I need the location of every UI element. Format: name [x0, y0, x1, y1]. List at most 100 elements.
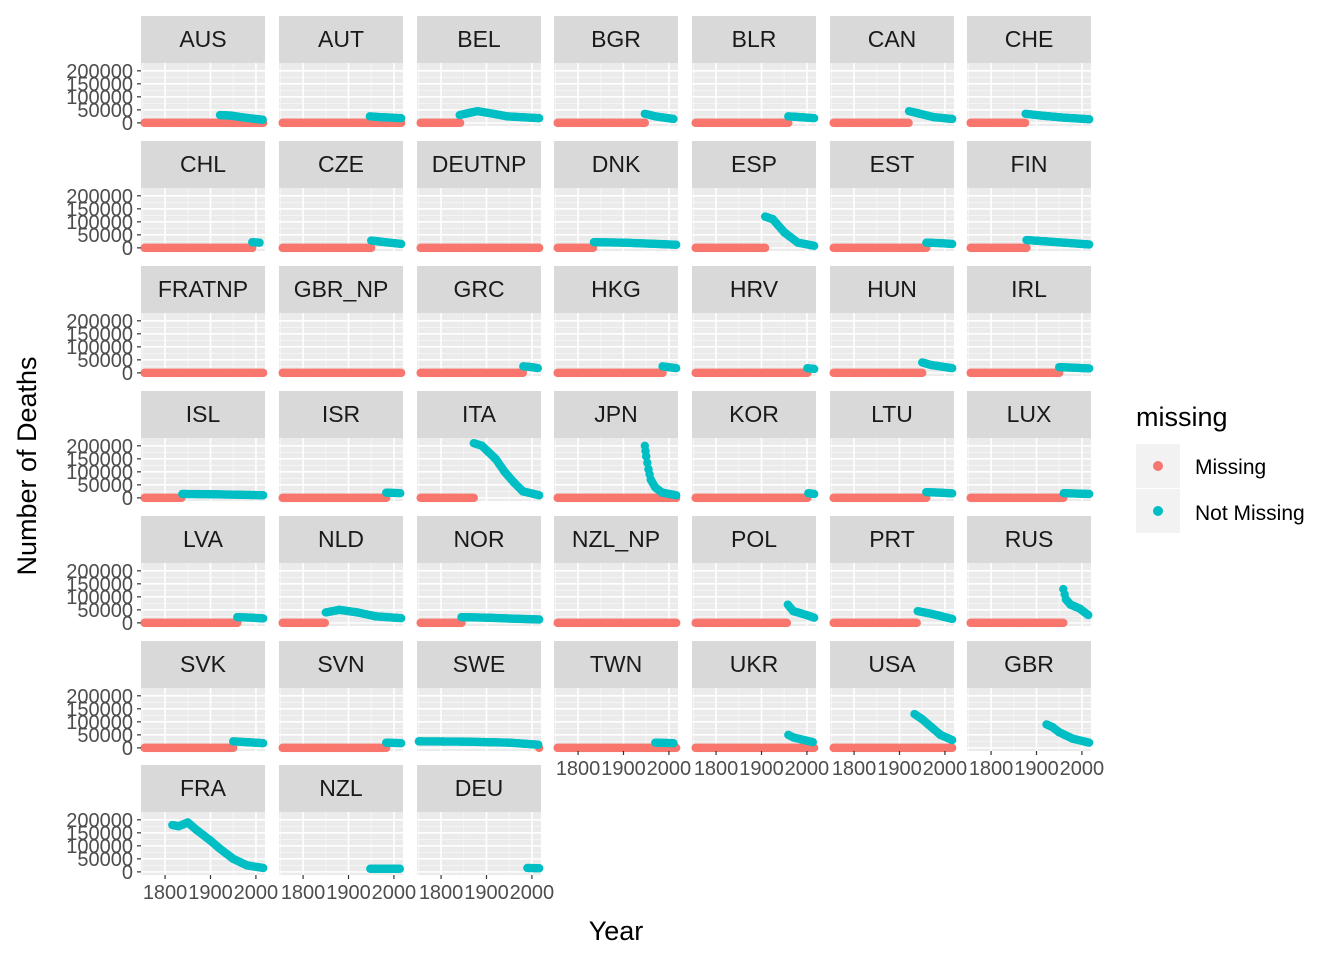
facet-strip [692, 16, 816, 63]
y-tick-label: 0 [122, 363, 133, 385]
point-not-missing [671, 491, 681, 500]
point-missing [320, 618, 330, 628]
y-tick-label: 200000 [66, 61, 133, 83]
facet-strip-label: FRA [180, 775, 227, 801]
facet-panel-blr: BLR [691, 16, 819, 128]
facet-panel-fin: FIN [966, 141, 1094, 253]
y-tick-label: 100000 [66, 337, 133, 359]
y-tick-label: 150000 [66, 74, 133, 96]
facet-panel-ukr: UKR 1800 1900 2000 [691, 641, 829, 780]
y-tick-label: 200000 [66, 311, 133, 333]
point-not-missing [669, 114, 678, 124]
facet-panel-ltu: LTU [829, 391, 957, 503]
facet-panel-est: EST [829, 141, 957, 253]
facet-strip-label: KOR [729, 401, 779, 427]
facet-strip-label: LUX [1007, 401, 1052, 427]
x-tick-label: 1800 [969, 758, 1014, 780]
facet-strip-label: SVK [180, 651, 227, 677]
x-tick-label: 1900 [601, 758, 646, 780]
facet-strip-label: CAN [868, 26, 917, 52]
facet-strip-label: DEUTNP [432, 151, 527, 177]
facet-panel-twn: TWN 1800 1900 2000 [553, 641, 691, 780]
facet-panel-pol: POL [691, 516, 819, 628]
facet-strip-label: NZL_NP [572, 526, 660, 552]
facet-strip [417, 16, 541, 63]
facet-strip-label: LVA [183, 526, 224, 552]
facet-panel-nzl_np: NZL_NP [553, 516, 681, 628]
y-tick-label: 150000 [66, 324, 133, 346]
point-not-missing [1084, 738, 1094, 747]
point-missing [782, 618, 792, 628]
facet-strip-label: ISR [322, 401, 360, 427]
x-tick-label: 1900 [739, 758, 784, 780]
point-missing [947, 743, 957, 753]
y-tick-label: 100000 [66, 212, 133, 234]
facet-strip-label: AUS [179, 26, 226, 52]
point-not-missing [809, 364, 819, 374]
facet-strip [141, 16, 265, 63]
facet-strip [554, 266, 678, 313]
panel-background [692, 313, 816, 376]
point-not-missing [396, 613, 406, 623]
panel-background [554, 313, 678, 376]
y-tick-label: 200000 [66, 561, 133, 583]
facet-strip [692, 141, 816, 188]
point-missing [904, 118, 913, 128]
facet-panel-bgr: BGR [553, 16, 678, 128]
facet-panel-usa: USA 1800 1900 2000 [829, 641, 967, 780]
point-not-missing [669, 738, 678, 748]
facet-strip [141, 141, 265, 188]
facet-strip [279, 266, 403, 313]
point-not-missing [671, 363, 681, 373]
point-not-missing [258, 738, 268, 748]
facet-strip [141, 266, 265, 313]
point-not-missing [947, 363, 957, 373]
facet-strip-label: NOR [453, 526, 504, 552]
facet-strip [692, 266, 816, 313]
facet-panel-grc: GRC [416, 266, 543, 378]
facet-strip-label: SWE [453, 651, 505, 677]
facet-strip-label: BGR [591, 26, 641, 52]
facet-panel-bel: BEL [416, 16, 544, 128]
facet-strip-label: RUS [1005, 526, 1054, 552]
facet-strip [554, 16, 678, 63]
facet-panel-ita: ITA [416, 391, 544, 503]
y-tick-label: 0 [122, 238, 133, 260]
point-missing [1059, 618, 1068, 628]
point-missing [469, 493, 478, 503]
facet-strip-label: ISL [186, 401, 221, 427]
facet-strip-label: USA [868, 651, 916, 677]
facet-strip [554, 141, 678, 188]
y-tick-label: 200000 [66, 186, 133, 208]
facet-panel-jpn: JPN [553, 391, 681, 503]
facet-panel-esp: ESP [691, 141, 819, 253]
point-not-missing [1084, 489, 1094, 499]
facet-strip-label: PRT [869, 526, 915, 552]
point-missing [760, 243, 770, 253]
facet-panel-nld: NLD [278, 516, 406, 628]
facet-strip [830, 266, 954, 313]
facet-strip-label: CHL [180, 151, 226, 177]
point-not-missing [1084, 115, 1094, 124]
facet-strip [279, 16, 403, 63]
facet-strip-label: NLD [318, 526, 364, 552]
facet-strip-label: HRV [730, 276, 779, 302]
facet-strip-label: CHE [1005, 26, 1054, 52]
point-missing [1022, 243, 1031, 253]
point-not-missing [396, 738, 406, 748]
y-tick-label: 0 [122, 113, 133, 135]
y-tick-label: 100000 [66, 87, 133, 109]
panel-background [141, 188, 265, 251]
point-not-missing [396, 239, 406, 249]
point-missing [640, 118, 650, 128]
facet-panel-gbr_np: GBR_NP [278, 266, 406, 378]
y-tick-label: 50000 [77, 350, 133, 372]
point-not-missing [671, 240, 681, 249]
point-missing [258, 368, 268, 378]
x-tick-label: 1800 [694, 758, 739, 780]
